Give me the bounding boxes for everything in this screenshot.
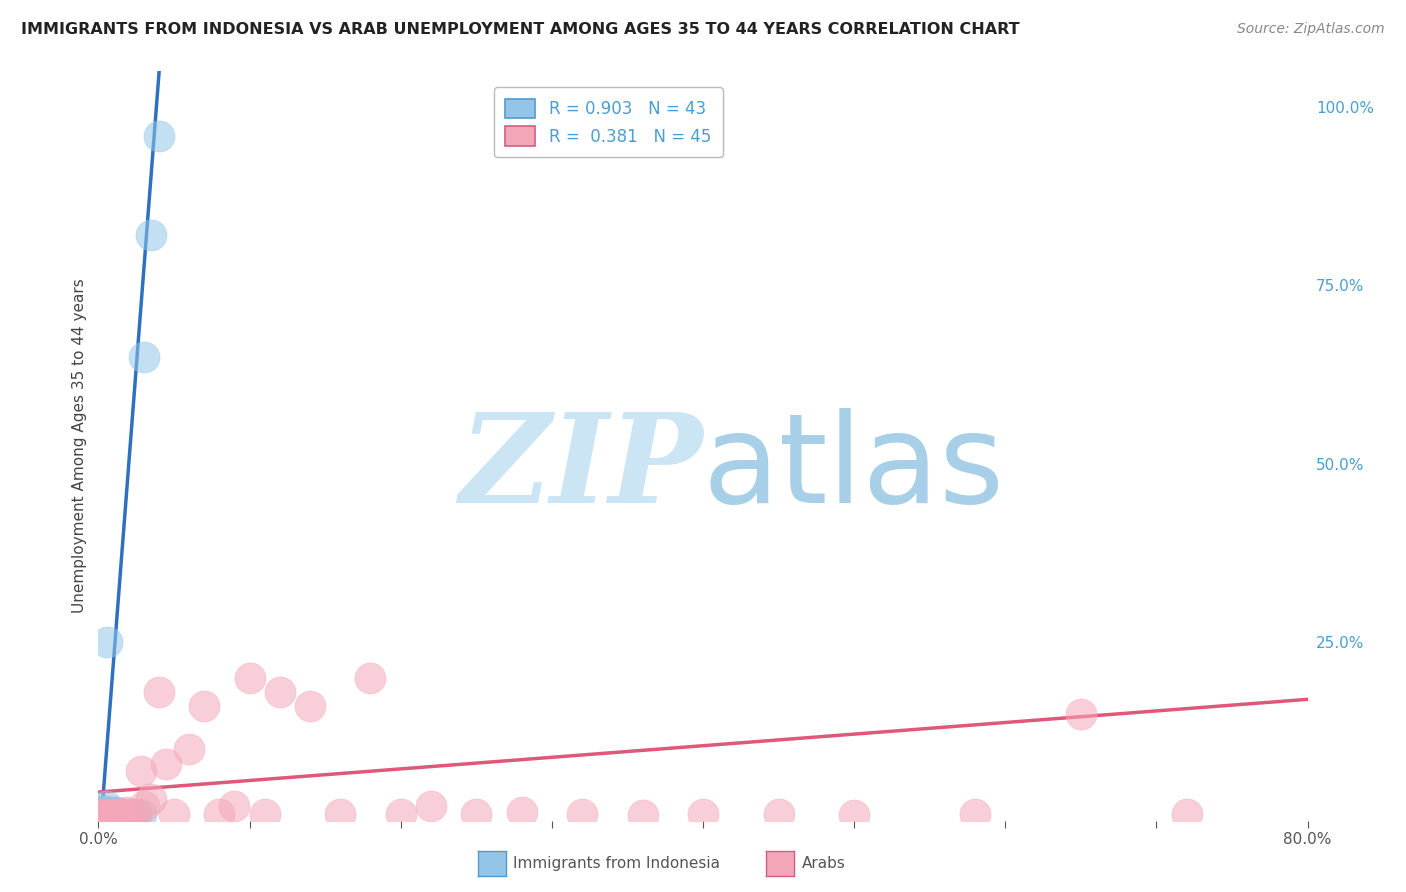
Point [571, 806, 593, 821]
Point [94, 809, 117, 823]
Point [103, 808, 125, 822]
Point [965, 806, 987, 821]
Point [111, 806, 134, 821]
Point [768, 806, 790, 821]
Point [90, 805, 112, 819]
Point [90, 808, 112, 822]
Point [692, 806, 714, 821]
Point [94, 806, 117, 821]
Point [94, 799, 117, 814]
Point [89, 810, 111, 824]
Point [1175, 806, 1198, 821]
Text: Immigrants from Indonesia: Immigrants from Indonesia [513, 856, 720, 871]
Point [104, 806, 127, 821]
Y-axis label: Unemployment Among Ages 35 to 44 years: Unemployment Among Ages 35 to 44 years [72, 278, 87, 614]
Point [100, 808, 122, 822]
Point [98, 808, 121, 822]
Point [110, 806, 132, 821]
Point [208, 806, 231, 821]
Point [239, 671, 262, 685]
Point [100, 805, 122, 819]
Point [96, 635, 118, 649]
Point [141, 792, 163, 806]
Point [125, 806, 148, 821]
Point [93, 805, 115, 819]
Point [108, 808, 131, 822]
Point [103, 805, 125, 819]
Point [193, 699, 215, 714]
Text: ZIP: ZIP [460, 408, 703, 529]
Point [96, 807, 118, 822]
Point [1070, 706, 1092, 721]
Point [91, 810, 114, 824]
Point [98, 806, 121, 821]
Text: Source: ZipAtlas.com: Source: ZipAtlas.com [1237, 22, 1385, 37]
Point [90, 808, 112, 822]
Point [91, 803, 114, 817]
Point [107, 808, 129, 822]
Point [121, 806, 143, 821]
Point [101, 806, 124, 821]
Point [94, 808, 117, 822]
Point [299, 699, 322, 714]
Point [360, 671, 382, 685]
Point [89, 810, 111, 824]
Point [179, 742, 201, 756]
Point [121, 808, 143, 822]
Point [148, 128, 170, 143]
Point [329, 806, 352, 821]
Point [105, 805, 128, 819]
Point [98, 809, 121, 823]
Point [101, 806, 124, 821]
Point [89, 806, 111, 821]
Point [93, 806, 115, 821]
Text: atlas: atlas [703, 408, 1005, 529]
Point [91, 807, 114, 822]
Point [420, 799, 443, 814]
Legend: R = 0.903   N = 43, R =  0.381   N = 45: R = 0.903 N = 43, R = 0.381 N = 45 [494, 87, 723, 157]
Point [155, 756, 177, 771]
Point [103, 806, 125, 821]
Point [111, 808, 134, 822]
Point [90, 806, 112, 821]
Point [132, 799, 155, 814]
Point [132, 350, 155, 364]
Point [105, 806, 128, 821]
Point [91, 809, 114, 823]
Point [125, 808, 148, 822]
Point [91, 805, 114, 819]
Point [141, 228, 163, 243]
Point [465, 806, 488, 821]
Text: IMMIGRANTS FROM INDONESIA VS ARAB UNEMPLOYMENT AMONG AGES 35 TO 44 YEARS CORRELA: IMMIGRANTS FROM INDONESIA VS ARAB UNEMPL… [21, 22, 1019, 37]
Point [253, 806, 276, 821]
Point [129, 806, 152, 821]
Point [91, 808, 114, 822]
Point [631, 808, 654, 822]
Text: Arabs: Arabs [801, 856, 845, 871]
Point [148, 685, 170, 699]
Point [100, 807, 122, 822]
Point [269, 685, 291, 699]
Point [510, 805, 533, 819]
Point [844, 808, 866, 822]
Point [114, 806, 136, 821]
Point [118, 806, 141, 821]
Point [93, 806, 115, 821]
Point [114, 805, 136, 819]
Point [89, 808, 111, 822]
Point [90, 809, 112, 823]
Point [93, 809, 115, 823]
Point [129, 764, 152, 778]
Point [389, 806, 412, 821]
Point [94, 808, 117, 822]
Point [224, 799, 246, 814]
Point [96, 808, 118, 822]
Point [118, 808, 141, 822]
Point [96, 806, 118, 821]
Point [163, 806, 186, 821]
Point [93, 808, 115, 822]
